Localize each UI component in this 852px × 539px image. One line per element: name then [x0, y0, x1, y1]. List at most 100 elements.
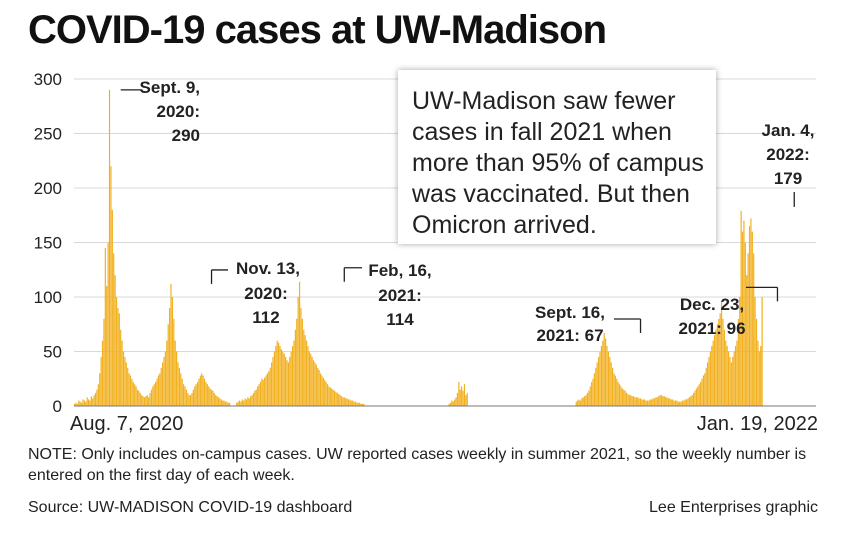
bar [209, 388, 211, 406]
bar [623, 389, 625, 406]
bar [461, 386, 463, 406]
bar [266, 373, 269, 406]
bar [635, 397, 637, 406]
bar [278, 342, 280, 406]
bar [666, 397, 668, 406]
bar [736, 340, 738, 406]
bars [74, 89, 763, 407]
bar [86, 397, 88, 406]
bar [690, 396, 692, 406]
bar [187, 392, 189, 406]
bar [670, 399, 672, 406]
bar [602, 340, 604, 406]
bar [181, 378, 183, 406]
credit-line: Lee Enterprises graphic [649, 499, 818, 516]
bar [578, 399, 580, 406]
bar [739, 297, 741, 406]
bar [291, 346, 294, 406]
bar [108, 89, 111, 407]
y-tick-label: 0 [53, 397, 62, 416]
annotation-label: 2021: [378, 286, 421, 305]
bar [346, 398, 348, 406]
bar [180, 373, 182, 406]
bar [136, 389, 139, 406]
bar [251, 395, 253, 406]
annotation-label: 2021: 67 [536, 326, 603, 345]
bar [686, 399, 688, 406]
bar [111, 209, 113, 406]
bar [329, 387, 331, 406]
bar [628, 395, 630, 406]
y-tick-label: 50 [43, 343, 62, 362]
bar [659, 395, 661, 406]
bar [229, 402, 231, 406]
bar [630, 395, 632, 406]
bar [744, 242, 746, 406]
bar [82, 399, 84, 406]
bar [618, 384, 621, 406]
bar [99, 373, 101, 406]
bar [210, 389, 213, 406]
bar [93, 395, 95, 406]
bar [679, 401, 681, 406]
bar [96, 389, 98, 406]
annotation-label: 290 [172, 126, 200, 145]
bar [730, 362, 732, 406]
bar [290, 351, 292, 406]
bar [117, 307, 119, 406]
bar [223, 400, 225, 406]
bar [171, 297, 174, 406]
bar [170, 283, 172, 406]
y-tick-label: 200 [34, 179, 62, 198]
bar [222, 400, 224, 406]
bar [598, 356, 600, 406]
bar [194, 386, 196, 406]
bar [609, 356, 611, 406]
bar [287, 362, 289, 406]
bar [649, 399, 651, 406]
bar [143, 397, 146, 406]
bar [333, 390, 336, 406]
bar [449, 402, 452, 406]
bar [236, 402, 238, 406]
bar [149, 392, 151, 406]
bar [271, 362, 273, 406]
annotation: Dec. 23, 2021: 96 [678, 286, 779, 338]
bar [326, 384, 329, 406]
bar [138, 390, 140, 406]
bar [258, 384, 260, 406]
bar [317, 367, 319, 406]
bar [340, 396, 343, 406]
bar [757, 340, 759, 406]
bar [593, 373, 596, 406]
bar [238, 400, 241, 406]
bar [261, 378, 263, 406]
bar [124, 356, 126, 406]
bar [585, 395, 587, 406]
bar [164, 351, 167, 406]
bar [113, 253, 115, 406]
bar [321, 375, 323, 406]
bar [100, 356, 102, 406]
bar [740, 210, 742, 406]
bar [455, 397, 457, 406]
bar [275, 346, 277, 406]
bar [644, 399, 646, 406]
bar [213, 392, 215, 406]
bar [308, 351, 310, 406]
bar [134, 384, 136, 406]
bar [748, 226, 751, 406]
annotation-label: Nov. 13, [236, 259, 300, 278]
bar [599, 351, 601, 406]
bar [360, 403, 362, 406]
bar [282, 351, 284, 406]
bar [726, 346, 728, 406]
annotation: Feb, 16, 2021: 114 [343, 261, 432, 329]
bar [723, 329, 725, 406]
bar [354, 401, 357, 406]
bar [621, 388, 623, 406]
bar [734, 346, 737, 406]
bar [712, 340, 714, 406]
bar [611, 367, 614, 406]
bar [669, 398, 671, 406]
